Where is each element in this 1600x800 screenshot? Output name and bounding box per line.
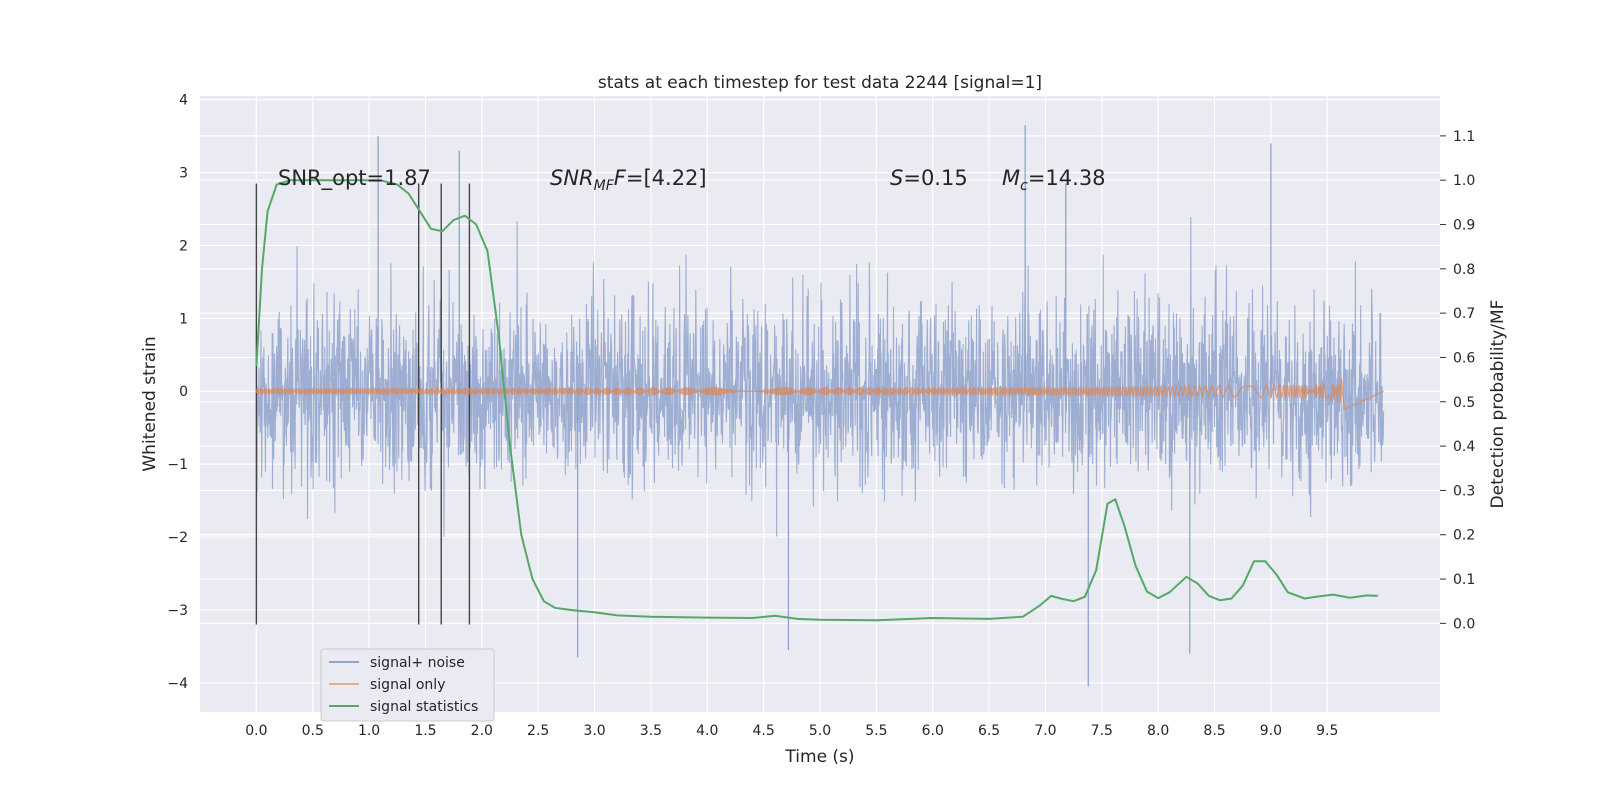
y-left-tick-label: −4 (167, 676, 188, 692)
annotation-mc: Mc=14.38 (1002, 166, 1106, 194)
x-tick-label: 8.5 (1203, 723, 1225, 739)
mc-value: =14.38 (1028, 166, 1106, 190)
x-tick-label: 2.5 (527, 723, 549, 739)
x-tick-label: 9.5 (1316, 723, 1338, 739)
x-tick-label: 1.5 (414, 723, 436, 739)
y-right-tick-label: 0.3 (1453, 483, 1475, 499)
noise-trace (255, 217, 1385, 537)
x-axis-ticks: 0.0 0.5 1.0 1.5 2.0 2.5 3.0 3.5 4.0 4.5 5.0 5.5 6.0 6… (245, 723, 1338, 739)
x-tick-label: 3.0 (583, 723, 605, 739)
legend-label-signal-statistics: signal statistics (370, 699, 478, 715)
x-tick-label: 7.5 (1091, 723, 1113, 739)
x-tick-label: 7.0 (1034, 723, 1056, 739)
y-left-tick-label: 4 (179, 93, 188, 109)
annotation-s: S=0.15 (890, 166, 968, 190)
s-label: S (890, 166, 903, 190)
y-right-tick-label: 0.6 (1453, 350, 1475, 366)
y-right-tick-label: 0.9 (1453, 218, 1475, 234)
x-tick-label: 4.0 (696, 723, 718, 739)
y-right-tick-label: 0.1 (1453, 572, 1475, 588)
x-tick-label: 6.0 (922, 723, 944, 739)
y-left-tick-label: −3 (167, 603, 188, 619)
statistics-trace (255, 179, 1379, 622)
x-tick-label: 9.0 (1260, 723, 1282, 739)
s-value: =0.15 (903, 166, 967, 190)
vertical-lines (255, 183, 471, 625)
x-tick-label: 0.0 (245, 723, 267, 739)
series-signal-only (255, 378, 1384, 411)
y-axis-right-label: Detection probability/MF (1488, 300, 1508, 509)
x-axis-label: Time (s) (784, 747, 854, 767)
x-tick-label: 8.0 (1147, 723, 1169, 739)
y-right-tick-label: 0.0 (1453, 616, 1475, 632)
annotation-snr-mf: SNRMFF=[4.22] (550, 166, 707, 194)
snr-mf-label: SNR (550, 166, 594, 190)
y-right-tick-label: 0.5 (1453, 395, 1475, 411)
snr-mf-sub: MF (594, 178, 615, 194)
mc-label: M (1002, 166, 1020, 190)
y-left-tick-label: 3 (179, 166, 188, 182)
x-tick-label: 0.5 (302, 723, 324, 739)
y-right-tick-label: 0.7 (1453, 306, 1475, 322)
chart-title: stats at each timestep for test data 224… (598, 73, 1042, 93)
y-axis-left-label: Whitened strain (140, 336, 160, 471)
y-right-tick-label: 0.2 (1453, 528, 1475, 544)
y-right-tick-label: 0.8 (1453, 262, 1475, 278)
x-tick-label: 6.5 (978, 723, 1000, 739)
legend-box (320, 648, 495, 722)
annotation-snr-opt: SNR_opt=1.87 (278, 166, 431, 191)
y-left-tick-label: −1 (167, 457, 188, 473)
y-left-tick-label: −2 (167, 530, 188, 546)
y-axis-right-ticks: 0.0 0.1 0.2 0.3 0.4 0.5 0.6 0.7 0.8 0.9 1.0 1.1 (1440, 129, 1475, 632)
y-left-tick-label: 1 (179, 311, 188, 327)
legend: signal+ noise signal only signal statist… (320, 648, 495, 722)
series-signal-statistics (255, 179, 1379, 622)
y-right-tick-label: 0.4 (1453, 439, 1475, 455)
y-axis-left-ticks: −4 −3 −2 −1 0 1 2 3 4 (167, 93, 188, 692)
x-tick-label: 1.0 (358, 723, 380, 739)
x-tick-label: 5.0 (809, 723, 831, 739)
x-tick-label: 5.5 (865, 723, 887, 739)
y-left-tick-label: 0 (179, 384, 188, 400)
y-right-tick-label: 1.0 (1453, 173, 1475, 189)
x-tick-label: 4.5 (753, 723, 775, 739)
x-tick-label: 2.0 (471, 723, 493, 739)
x-tick-label: 3.5 (640, 723, 662, 739)
snr-mf-value: =[4.22] (626, 166, 707, 190)
signal-only-trace (255, 378, 1384, 411)
mc-sub: c (1020, 178, 1028, 194)
y-right-tick-label: 1.1 (1453, 129, 1475, 145)
legend-label-signal-noise: signal+ noise (370, 655, 465, 671)
y-left-tick-label: 2 (179, 238, 188, 254)
legend-label-signal-only: signal only (370, 677, 445, 693)
series-signal-noise (255, 125, 1385, 687)
